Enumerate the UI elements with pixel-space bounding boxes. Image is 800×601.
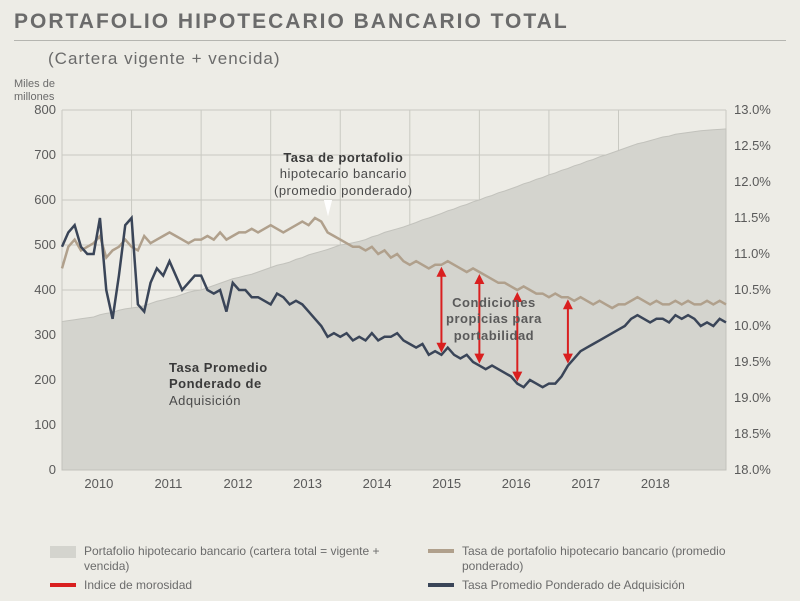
legend-item-portfolio-rate: Tasa de portafolio hipotecario bancario …	[428, 544, 786, 574]
svg-text:2014: 2014	[363, 476, 392, 491]
svg-text:11.5%: 11.5%	[734, 210, 770, 225]
svg-text:2012: 2012	[224, 476, 253, 491]
chart-legend: Portafolio hipotecario bancario (cartera…	[50, 544, 786, 593]
legend-swatch-portfolio-rate	[428, 549, 454, 553]
chart-container: PORTAFOLIO HIPOTECARIO BANCARIO TOTAL (C…	[0, 0, 800, 601]
svg-text:300: 300	[34, 327, 56, 342]
svg-text:700: 700	[34, 147, 56, 162]
svg-text:11.0%: 11.0%	[734, 246, 770, 261]
legend-text-acquisition-rate: Tasa Promedio Ponderado de Adquisición	[462, 578, 685, 593]
svg-text:500: 500	[34, 237, 56, 252]
svg-text:2011: 2011	[154, 476, 182, 491]
legend-text-area: Portafolio hipotecario bancario (cartera…	[84, 544, 408, 574]
svg-text:2017: 2017	[571, 476, 600, 491]
svg-text:2015: 2015	[432, 476, 461, 491]
legend-swatch-acquisition-rate	[428, 583, 454, 587]
legend-item-area: Portafolio hipotecario bancario (cartera…	[50, 544, 408, 574]
svg-text:12.0%: 12.0%	[734, 174, 771, 189]
annotation-acquisition-rate: Tasa Promedio Ponderado de Adquisición	[169, 360, 268, 409]
legend-swatch-morosidad	[50, 583, 76, 587]
legend-text-portfolio-rate: Tasa de portafolio hipotecario bancario …	[462, 544, 786, 574]
svg-text:13.0%: 13.0%	[734, 102, 771, 117]
legend-item-morosidad: Indice de morosidad	[50, 578, 408, 593]
svg-text:2010: 2010	[84, 476, 113, 491]
svg-text:12.5%: 12.5%	[734, 138, 771, 153]
svg-text:800: 800	[34, 102, 56, 117]
svg-text:400: 400	[34, 282, 56, 297]
svg-text:2018: 2018	[641, 476, 670, 491]
svg-text:600: 600	[34, 192, 56, 207]
chart-subtitle: (Cartera vigente + vencida)	[0, 41, 800, 69]
annotation-conditions: Condiciones propicias para portabilidad	[446, 295, 542, 344]
svg-text:19.0%: 19.0%	[734, 390, 771, 405]
svg-text:200: 200	[34, 372, 56, 387]
chart-title: PORTAFOLIO HIPOTECARIO BANCARIO TOTAL	[0, 0, 800, 34]
legend-text-morosidad: Indice de morosidad	[84, 578, 192, 593]
svg-text:10.0%: 10.0%	[734, 318, 771, 333]
legend-item-acquisition-rate: Tasa Promedio Ponderado de Adquisición	[428, 578, 786, 593]
svg-text:18.5%: 18.5%	[734, 426, 771, 441]
svg-text:0: 0	[49, 462, 56, 477]
annotation-portfolio-rate: Tasa de portafolio hipotecario bancario …	[274, 150, 413, 199]
chart-plot-area: 0 100 200 300 400 500 600 700 800 18.0% 18.5% 19.0%…	[14, 100, 786, 500]
svg-text:2016: 2016	[502, 476, 531, 491]
legend-swatch-area	[50, 546, 76, 558]
svg-text:100: 100	[34, 417, 56, 432]
svg-text:18.0%: 18.0%	[734, 462, 771, 477]
svg-text:2013: 2013	[293, 476, 322, 491]
svg-text:19.5%: 19.5%	[734, 354, 771, 369]
svg-text:10.5%: 10.5%	[734, 282, 771, 297]
